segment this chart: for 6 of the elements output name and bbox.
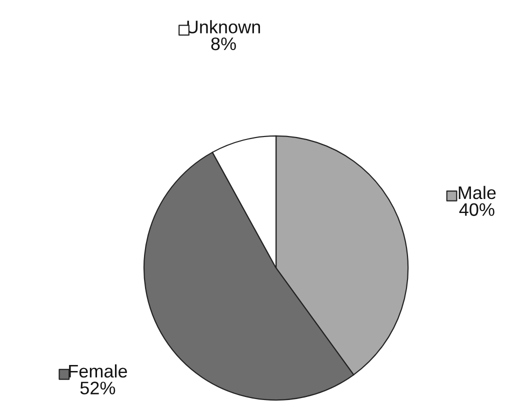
legend-label: Female [69,364,127,378]
data-label: 8% [211,37,236,50]
legend-label: Male [458,186,496,200]
data-label: 52% [80,382,116,394]
data-label: 40% [459,203,494,216]
legend-label: Unknown [187,20,260,34]
